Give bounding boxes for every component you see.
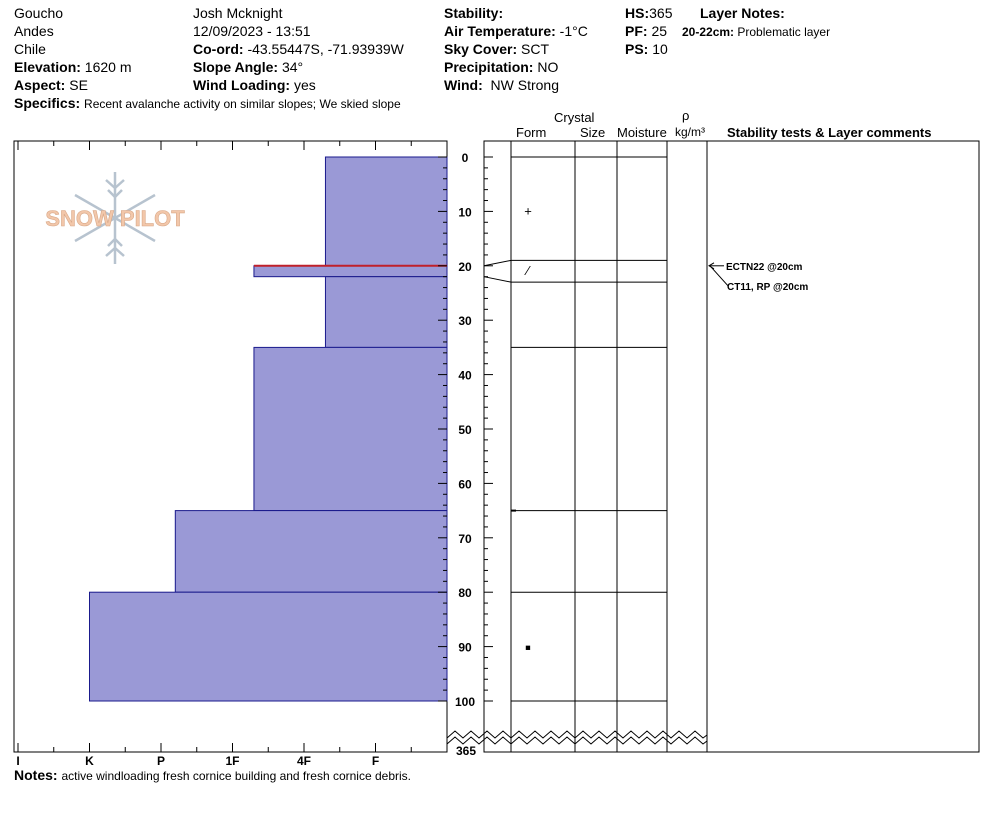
hardness-layer-bar (89, 591, 448, 702)
depth-break-label: 365 (456, 744, 476, 758)
depth-tick-label: 50 (458, 423, 472, 437)
stability-test-label: ECTN22 @20cm (726, 262, 803, 273)
hardness-layer-bar (324, 276, 448, 348)
grain-form-symbol: ■ (525, 643, 530, 653)
crystal-table-frame (483, 140, 980, 753)
depth-tick-label: 70 (458, 532, 472, 546)
location-name: Goucho (14, 5, 64, 21)
air-temperature: Air Temperature: -1°C (444, 23, 588, 39)
col-form: Form (516, 125, 547, 140)
depth-tick-label: 60 (458, 477, 472, 491)
depth-tick-label: 100 (455, 695, 475, 709)
col-size: Size (580, 125, 606, 140)
precipitation: Precipitation: NO (444, 59, 559, 75)
stability-test-pointer (709, 265, 729, 287)
stability-test-label: CT11, RP @20cm (727, 282, 808, 293)
country: Chile (14, 41, 46, 57)
hardness-tick-label: F (372, 754, 379, 768)
grain-form-symbol: ⁄ (524, 263, 531, 278)
col-crystal: Crystal (554, 110, 595, 125)
notes: Notes: active windloading fresh cornice … (14, 767, 411, 783)
hardness-tick-label: P (157, 754, 165, 768)
depth-tick-label: 30 (458, 314, 472, 328)
col-moisture: Moisture (617, 125, 667, 140)
hardness-tick-label: 1F (225, 754, 239, 768)
layer-note: 20-22cm: Problematic layer (682, 25, 831, 39)
crystal-table-columns (510, 141, 708, 752)
hardness-layer-bar (253, 346, 448, 512)
hardness-tick-label: 4F (297, 754, 311, 768)
observer-name: Josh Mcknight (193, 5, 283, 21)
hardness-tick-label: I (16, 754, 19, 768)
coordinates: Co-ord: -43.55447S, -71.93939W (193, 41, 404, 57)
ps: PS: 10 (625, 41, 668, 57)
hardness-layer-bar (174, 510, 448, 593)
hardness-layer-bar (324, 156, 448, 267)
col-rho-unit: kg/m³ (675, 125, 705, 139)
layer-connector (483, 276, 512, 283)
wind: Wind: NW Strong (444, 77, 559, 93)
wind-loading: Wind Loading: yes (193, 77, 316, 93)
grain-form-symbol: + (524, 203, 532, 218)
depth-tick-label: 80 (458, 586, 472, 600)
mountain-range: Andes (14, 23, 54, 39)
hardness-tick-label: K (85, 754, 94, 768)
sky-cover: Sky Cover: SCT (444, 41, 550, 57)
aspect: Aspect: SE (14, 77, 88, 93)
hs: HS:365 (625, 5, 673, 21)
depth-tick-label: 10 (458, 205, 472, 219)
hardness-layer-bar (253, 265, 448, 278)
col-stability: Stability tests & Layer comments (727, 125, 932, 140)
pf: PF: 25 (625, 23, 668, 39)
elevation: Elevation: 1620 m (14, 59, 132, 75)
layer-connector (483, 259, 512, 267)
slope-angle: Slope Angle: 34° (193, 59, 304, 75)
depth-break-zigzag (446, 730, 708, 739)
logo-text: SNOW PILOT (45, 206, 185, 231)
depth-tick-label: 40 (458, 369, 472, 383)
specifics: Specifics: Recent avalanche activity on … (14, 95, 401, 111)
stability: Stability: (444, 5, 504, 21)
depth-tick-label: 90 (458, 641, 472, 655)
layer-notes-title: Layer Notes: (700, 5, 785, 21)
snowpilot-logo: SNOW PILOT (45, 172, 186, 264)
depth-tick-label: 0 (462, 151, 469, 165)
observation-datetime: 12/09/2023 - 13:51 (193, 23, 311, 39)
depth-tick-label: 20 (458, 260, 472, 274)
col-rho: ρ (682, 108, 690, 123)
stability-test-arrowhead (708, 262, 715, 270)
depth-break-zigzag-lower (446, 736, 708, 745)
